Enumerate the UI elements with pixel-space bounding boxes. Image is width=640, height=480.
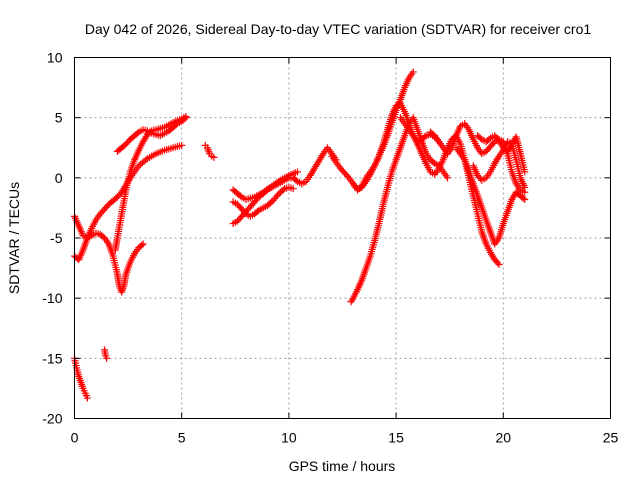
series-arc-16 [452,144,529,248]
data-point [182,114,190,122]
data-point [421,133,429,141]
series-arc-2 [101,346,111,362]
x-tick-label: 25 [603,430,619,446]
data-point [429,158,437,166]
series-arc-5 [111,112,190,254]
data-point [344,172,352,180]
series-arc-15 [426,120,529,196]
series-arc-7 [201,141,218,161]
grid [74,57,611,419]
data-point [210,153,218,161]
series-arc-12 [347,114,452,306]
axis-ticks: 0 5 10 15 20 25 -20 -15 -10 -5 0 5 10 [42,50,618,446]
y-axis-label: SDTVAR / TECUs [6,182,22,294]
series-arc-6 [113,114,190,155]
series-arc-18 [474,132,529,176]
x-tick-label: 0 [71,430,79,446]
x-tick-label: 5 [178,430,186,446]
data-point [293,168,301,176]
data-point [133,129,141,137]
data-point [495,260,503,268]
chart-title: Day 042 of 2026, Sidereal Day-to-day VTE… [85,21,591,37]
data-point [83,394,91,402]
x-tick-label: 10 [281,430,297,446]
data-point [138,241,146,249]
series-arc-10 [229,168,301,203]
data-point [236,192,244,200]
y-tick-label: 0 [55,170,63,186]
x-axis-label: GPS time / hours [289,458,396,474]
series-arc-9 [229,183,297,220]
data-point [289,185,297,193]
data-point [521,168,529,176]
data-point [172,121,180,129]
data-point [521,195,529,203]
x-tick-label: 15 [388,430,404,446]
series-arc-14 [396,114,503,268]
x-tick-label: 20 [496,430,512,446]
data-point [494,259,502,267]
data-point [292,176,300,184]
y-tick-label: -20 [42,411,62,427]
data-point [521,183,529,191]
data-point [253,208,261,216]
data-point [181,115,189,123]
data-point [178,141,186,149]
data-point [139,240,147,248]
y-tick-label: -15 [42,350,62,366]
data-point [489,139,497,147]
data-point [241,208,249,216]
series-arc-4 [71,141,186,264]
data-point [275,177,283,185]
series-arc-1 [71,354,91,402]
y-tick-label: 10 [47,50,63,66]
data-point [142,156,150,164]
y-tick-label: -5 [50,230,63,246]
y-tick-label: -10 [42,290,62,306]
data-point [279,186,287,194]
data-point [485,135,493,143]
series-arc-17 [469,138,529,191]
data-points [71,68,529,402]
data-point [519,194,527,202]
data-point [103,354,111,362]
data-point [409,68,417,76]
data-point [444,174,452,182]
data-point [476,134,484,142]
y-tick-label: 5 [55,110,63,126]
